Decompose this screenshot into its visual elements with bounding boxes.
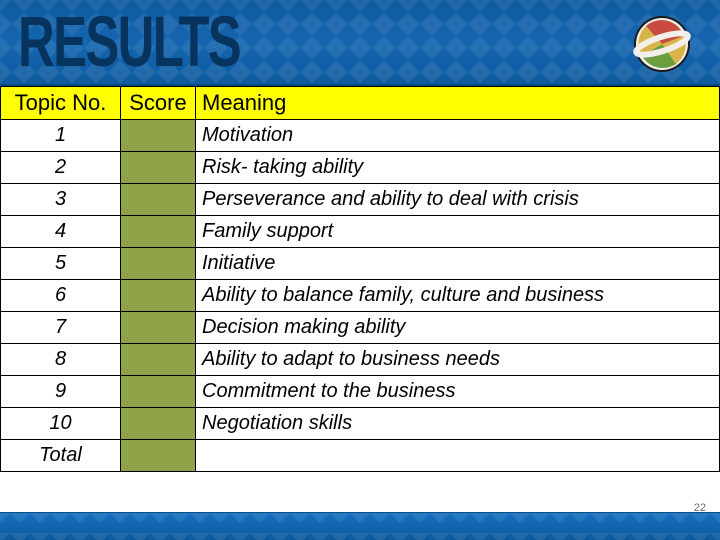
cell-topic: 6 [1,280,121,312]
cell-meaning: Initiative [196,248,720,280]
cell-meaning: Risk- taking ability [196,152,720,184]
cell-topic: 4 [1,216,121,248]
cell-score [121,248,196,280]
table-row: 1 Motivation [1,120,720,152]
table-row: 3 Perseverance and ability to deal with c… [1,184,720,216]
cell-topic: 7 [1,312,121,344]
cell-topic: 9 [1,376,121,408]
cell-score [121,216,196,248]
cell-topic: 10 [1,408,121,440]
cell-score [121,120,196,152]
cell-score [121,376,196,408]
cell-meaning: Perseverance and ability to deal with cr… [196,184,720,216]
cell-topic: 2 [1,152,121,184]
cell-meaning: Ability to balance family, culture and b… [196,280,720,312]
cell-topic: 8 [1,344,121,376]
table-row: 4 Family support [1,216,720,248]
page-title: RESULTS [18,1,240,83]
table-row: 9 Commitment to the business [1,376,720,408]
cell-score [121,408,196,440]
table-row: 10 Negotiation skills [1,408,720,440]
col-header-meaning: Meaning [196,87,720,120]
cell-score [121,152,196,184]
header-banner: RESULTS [0,0,720,86]
cell-topic: 3 [1,184,121,216]
col-header-topic: Topic No. [1,87,121,120]
table-row-total: Total [1,440,720,472]
results-table: Topic No. Score Meaning 1 Motivation 2 Risk… [0,86,720,472]
col-header-score: Score [121,87,196,120]
table-header-row: Topic No. Score Meaning [1,87,720,120]
cell-meaning: Family support [196,216,720,248]
cell-score [121,184,196,216]
table-row: 7 Decision making ability [1,312,720,344]
cell-meaning: Ability to adapt to business needs [196,344,720,376]
cell-score [121,312,196,344]
footer-banner [0,512,720,540]
cell-score [121,344,196,376]
cell-total-score [121,440,196,472]
cell-meaning: Commitment to the business [196,376,720,408]
table-row: 2 Risk- taking ability [1,152,720,184]
cell-meaning: Motivation [196,120,720,152]
cell-total-meaning [196,440,720,472]
table-row: 8 Ability to adapt to business needs [1,344,720,376]
cell-topic: 1 [1,120,121,152]
table-row: 5 Initiative [1,248,720,280]
table-row: 6 Ability to balance family, culture and … [1,280,720,312]
cell-meaning: Negotiation skills [196,408,720,440]
logo-icon [632,14,692,74]
cell-total-label: Total [1,440,121,472]
cell-meaning: Decision making ability [196,312,720,344]
cell-score [121,280,196,312]
cell-topic: 5 [1,248,121,280]
